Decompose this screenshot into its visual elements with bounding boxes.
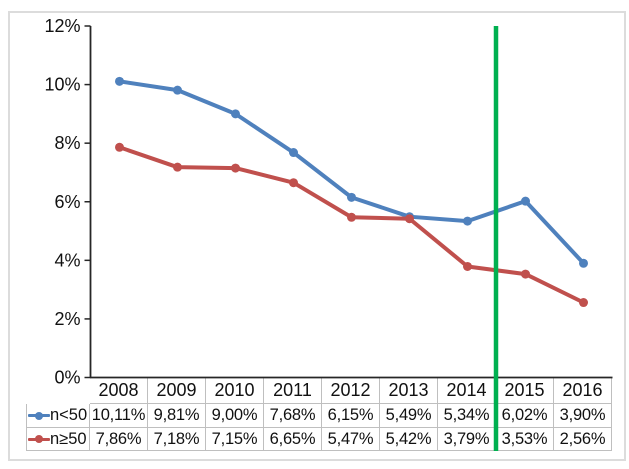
table-value-cell: 6,15% xyxy=(322,404,380,428)
legend-series-label: n≥50 xyxy=(50,429,87,448)
legend-marker-dot xyxy=(35,411,43,420)
table-value-cell: 5,42% xyxy=(380,428,438,451)
table-value-cell: 9,00% xyxy=(206,404,264,428)
table-year-header: 2012 xyxy=(322,378,380,404)
table-value-cell: 9,81% xyxy=(148,404,206,428)
table-value-cell: 5,47% xyxy=(322,428,380,451)
table-value-cell: 10,11% xyxy=(90,404,148,428)
table-value-cell: 6,65% xyxy=(264,428,322,451)
table-year-header: 2016 xyxy=(554,378,612,404)
legend-line-marker-icon xyxy=(28,435,50,444)
legend-marker-dot xyxy=(35,435,43,443)
table-year-header: 2015 xyxy=(496,378,554,404)
table-value-cell: 5,49% xyxy=(380,404,438,428)
table-value-cell: 7,68% xyxy=(264,404,322,428)
chart-data-table: 2008 2009 2010 2011 2012 2013 2014 2015 2016 n<50… xyxy=(26,378,612,451)
table-value-cell: 7,15% xyxy=(206,428,264,451)
table-year-header: 2014 xyxy=(438,378,496,404)
table-value-cell: 5,34% xyxy=(438,404,496,428)
table-year-header: 2009 xyxy=(148,378,206,404)
table-year-header: 2013 xyxy=(380,378,438,404)
table-year-header: 2011 xyxy=(264,378,322,404)
table-value-cell: 2,56% xyxy=(554,428,612,451)
table-year-header: 2010 xyxy=(206,378,264,404)
legend-line-marker-icon xyxy=(28,411,50,420)
table-corner-cell xyxy=(26,378,90,404)
table-year-header: 2008 xyxy=(90,378,148,404)
table-value-cell: 3,53% xyxy=(496,428,554,451)
table-value-cell: 6,02% xyxy=(496,404,554,428)
table-value-cell: 7,86% xyxy=(90,428,148,451)
table-value-cell: 3,90% xyxy=(554,404,612,428)
table-value-cell: 3,79% xyxy=(438,428,496,451)
legend-key-cell: n<50 xyxy=(26,404,90,428)
table-value-cell: 7,18% xyxy=(148,428,206,451)
legend-key-cell: n≥50 xyxy=(26,428,90,451)
legend-series-label: n<50 xyxy=(50,406,88,424)
